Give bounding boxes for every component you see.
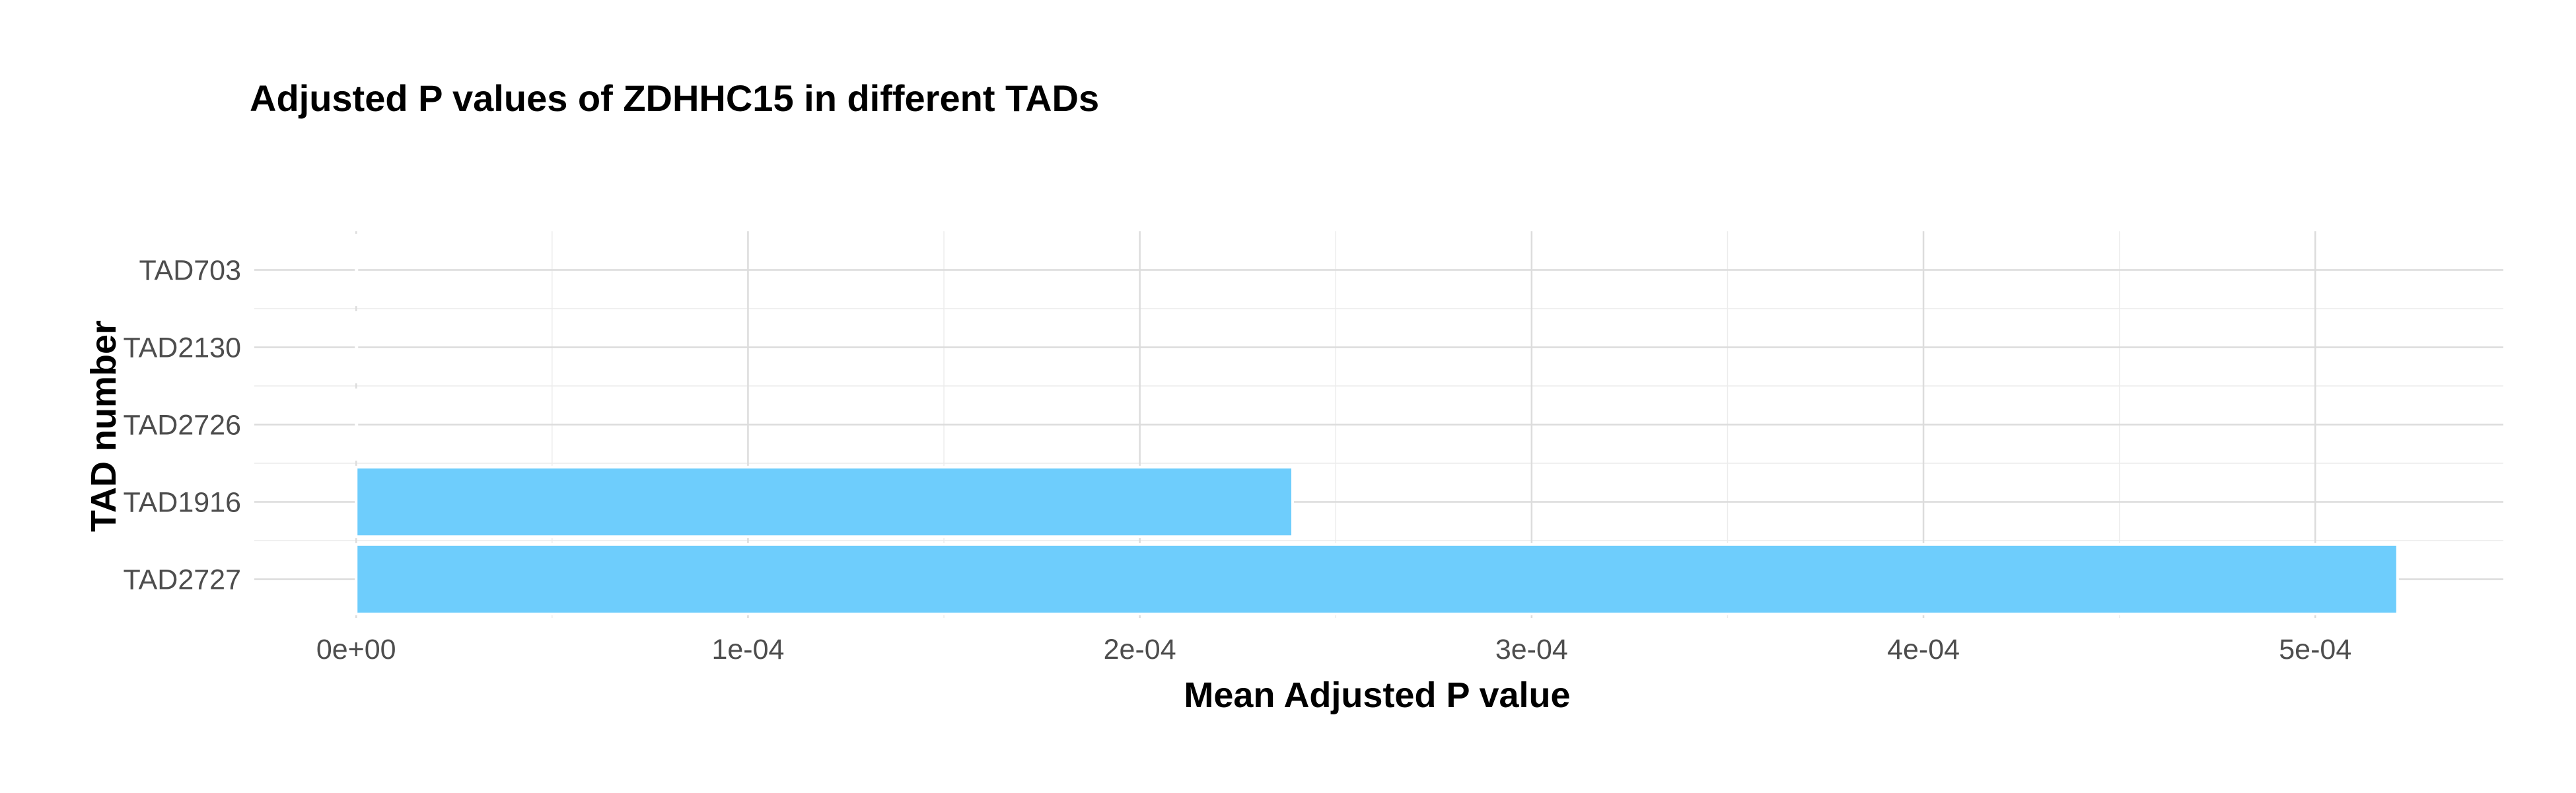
y-tick-label: TAD1916 bbox=[124, 487, 241, 519]
x-tick-label: 0e+00 bbox=[316, 634, 396, 665]
bars bbox=[355, 233, 2399, 616]
y-tick-label: TAD2726 bbox=[124, 410, 241, 441]
y-tick-label: TAD2727 bbox=[124, 564, 241, 596]
bar-tad2130 bbox=[355, 311, 359, 384]
x-tick-labels: 0e+00 1e-04 2e-04 3e-04 4e-04 5e-04 bbox=[316, 634, 2351, 665]
bar-tad2726 bbox=[355, 388, 359, 461]
chart-title: Adjusted P values of ZDHHC15 in differen… bbox=[250, 77, 1099, 119]
y-tick-label: TAD2130 bbox=[124, 332, 241, 364]
bar-tad1916 bbox=[355, 465, 1294, 539]
x-tick-label: 4e-04 bbox=[1887, 634, 1960, 665]
x-tick-label: 3e-04 bbox=[1495, 634, 1568, 665]
x-tick-label: 1e-04 bbox=[711, 634, 784, 665]
y-tick-label: TAD703 bbox=[139, 255, 241, 287]
bar-tad703 bbox=[355, 233, 359, 307]
y-tick-labels: TAD2727 TAD1916 TAD2726 TAD2130 TAD703 bbox=[124, 255, 241, 596]
x-tick-label: 5e-04 bbox=[2279, 634, 2351, 665]
x-axis-title: Mean Adjusted P value bbox=[1184, 675, 1570, 715]
x-tick-label: 2e-04 bbox=[1104, 634, 1176, 665]
bar-tad2727 bbox=[355, 543, 2399, 616]
y-axis-title: TAD number bbox=[84, 321, 124, 532]
